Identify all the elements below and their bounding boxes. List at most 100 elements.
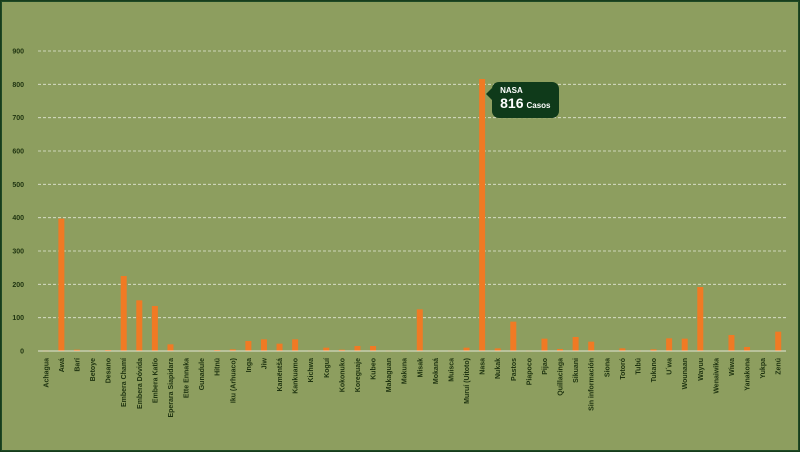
bar[interactable] bbox=[323, 347, 330, 351]
bar[interactable] bbox=[775, 331, 782, 351]
bar[interactable] bbox=[354, 346, 361, 351]
x-tick-label: Tukano bbox=[651, 358, 658, 382]
x-tick-label: Siona bbox=[604, 358, 611, 377]
bar[interactable] bbox=[744, 347, 751, 351]
y-tick-label: 600 bbox=[12, 149, 24, 156]
tooltip-title: NASA bbox=[500, 86, 523, 95]
x-tick-label: Kamëntšá bbox=[277, 358, 284, 392]
x-tick-label: U´wa bbox=[667, 358, 674, 375]
bar[interactable] bbox=[276, 343, 283, 351]
x-tick-label: Kichwa bbox=[308, 358, 315, 383]
y-tick-label: 300 bbox=[12, 249, 24, 256]
x-tick-label: Desano bbox=[106, 358, 113, 383]
x-tick-label: Inga bbox=[246, 358, 253, 372]
tooltip: NASA 816 Casos bbox=[486, 82, 559, 118]
x-tick-label: Koreguaje bbox=[355, 358, 362, 392]
x-tick-label: Koguí bbox=[324, 357, 331, 378]
bar[interactable] bbox=[416, 309, 423, 351]
tooltip-arrow bbox=[486, 88, 493, 100]
bar[interactable] bbox=[167, 344, 174, 351]
bar[interactable] bbox=[541, 338, 548, 351]
bar[interactable] bbox=[650, 349, 657, 351]
x-tick-label: Betoye bbox=[90, 358, 97, 381]
x-tick-label: Ette Ennaka bbox=[184, 358, 191, 398]
bar[interactable] bbox=[245, 341, 252, 351]
x-tick-label: Nasa bbox=[480, 358, 487, 375]
x-tick-label: Iku (Arhuaco) bbox=[230, 358, 237, 403]
bar[interactable] bbox=[120, 276, 127, 351]
x-tick-label: Barí bbox=[74, 357, 81, 372]
x-tick-label: Pijao bbox=[542, 358, 549, 375]
x-tick-label: Gunadule bbox=[199, 358, 206, 390]
x-tick-label: Awá bbox=[59, 358, 66, 372]
x-tick-label: Misak bbox=[417, 358, 424, 378]
bar[interactable] bbox=[151, 306, 158, 351]
x-tick-label: Achagua bbox=[43, 358, 50, 388]
bar[interactable] bbox=[619, 348, 626, 351]
y-tick-label: 800 bbox=[12, 82, 24, 89]
bar[interactable] bbox=[229, 349, 236, 351]
x-tick-label: Wenaiwika bbox=[713, 358, 720, 394]
tooltip-unit: Casos bbox=[526, 101, 551, 110]
bar[interactable] bbox=[681, 338, 688, 351]
x-tick-label: Wayuu bbox=[698, 358, 705, 381]
y-tick-label: 0 bbox=[20, 349, 24, 356]
bar[interactable] bbox=[557, 349, 564, 351]
x-axis-ticks: Achagua Awá Barí Betoye Desano Embera Chamí Em… bbox=[43, 357, 782, 418]
x-tick-label: Makaguan bbox=[386, 358, 393, 392]
x-tick-label: Kokonuko bbox=[339, 358, 346, 392]
bar[interactable] bbox=[463, 347, 470, 351]
bar[interactable] bbox=[588, 341, 595, 351]
y-tick-label: 900 bbox=[12, 49, 24, 56]
x-tick-label: Tubú bbox=[635, 358, 642, 375]
x-tick-label: Embera Katío bbox=[152, 358, 159, 403]
x-tick-label: Kubeo bbox=[371, 358, 378, 380]
y-axis-ticks: 0 100 200 300 400 500 600 700 800 900 bbox=[12, 49, 24, 356]
x-tick-label: Hitnü bbox=[215, 358, 222, 376]
bar[interactable] bbox=[58, 218, 65, 351]
x-tick-label: Pastos bbox=[511, 358, 518, 381]
bar[interactable] bbox=[370, 346, 377, 351]
x-tick-label: Yukpa bbox=[760, 358, 767, 379]
y-tick-label: 700 bbox=[12, 115, 24, 122]
bar[interactable] bbox=[479, 79, 486, 351]
bar[interactable] bbox=[292, 339, 299, 351]
y-tick-label: 500 bbox=[12, 182, 24, 189]
bar[interactable] bbox=[666, 338, 673, 351]
x-tick-label: Mokaná bbox=[433, 358, 440, 384]
gridlines bbox=[38, 50, 786, 319]
x-tick-label: Muisca bbox=[448, 358, 455, 382]
y-tick-label: 100 bbox=[12, 315, 24, 322]
bar[interactable] bbox=[105, 350, 112, 351]
x-tick-label: Piapoco bbox=[526, 358, 533, 385]
bar[interactable] bbox=[338, 349, 345, 351]
tooltip-value: 816 bbox=[500, 95, 524, 111]
x-tick-label: Wiwa bbox=[729, 358, 736, 376]
bar[interactable] bbox=[510, 321, 517, 351]
bar[interactable] bbox=[260, 339, 267, 351]
x-tick-label: Kankuamo bbox=[293, 358, 300, 394]
y-tick-label: 400 bbox=[12, 215, 24, 222]
bar[interactable] bbox=[73, 349, 80, 351]
bar[interactable] bbox=[136, 300, 143, 351]
bars bbox=[42, 79, 782, 352]
bar[interactable] bbox=[697, 287, 704, 351]
x-tick-label: Totoró bbox=[620, 358, 627, 380]
bar[interactable] bbox=[572, 337, 579, 351]
x-tick-label: Zenú bbox=[776, 358, 783, 375]
bar[interactable] bbox=[728, 335, 735, 351]
x-tick-label: Nukak bbox=[495, 358, 502, 379]
x-tick-label: Eperara Siapidara bbox=[168, 358, 175, 418]
bar[interactable] bbox=[214, 350, 221, 351]
x-tick-label: Quillacinga bbox=[558, 358, 565, 396]
x-tick-label: Sin información bbox=[589, 358, 596, 411]
x-tick-label: Makuna bbox=[402, 358, 409, 384]
x-tick-label: Embera Dóvida bbox=[137, 358, 144, 409]
y-tick-label: 200 bbox=[12, 282, 24, 289]
x-tick-label: Sikuani bbox=[573, 358, 580, 383]
x-tick-label: Muruí (Uitoto) bbox=[464, 358, 471, 404]
bar[interactable] bbox=[494, 348, 501, 351]
x-tick-label: Embera Chamí bbox=[121, 357, 128, 407]
